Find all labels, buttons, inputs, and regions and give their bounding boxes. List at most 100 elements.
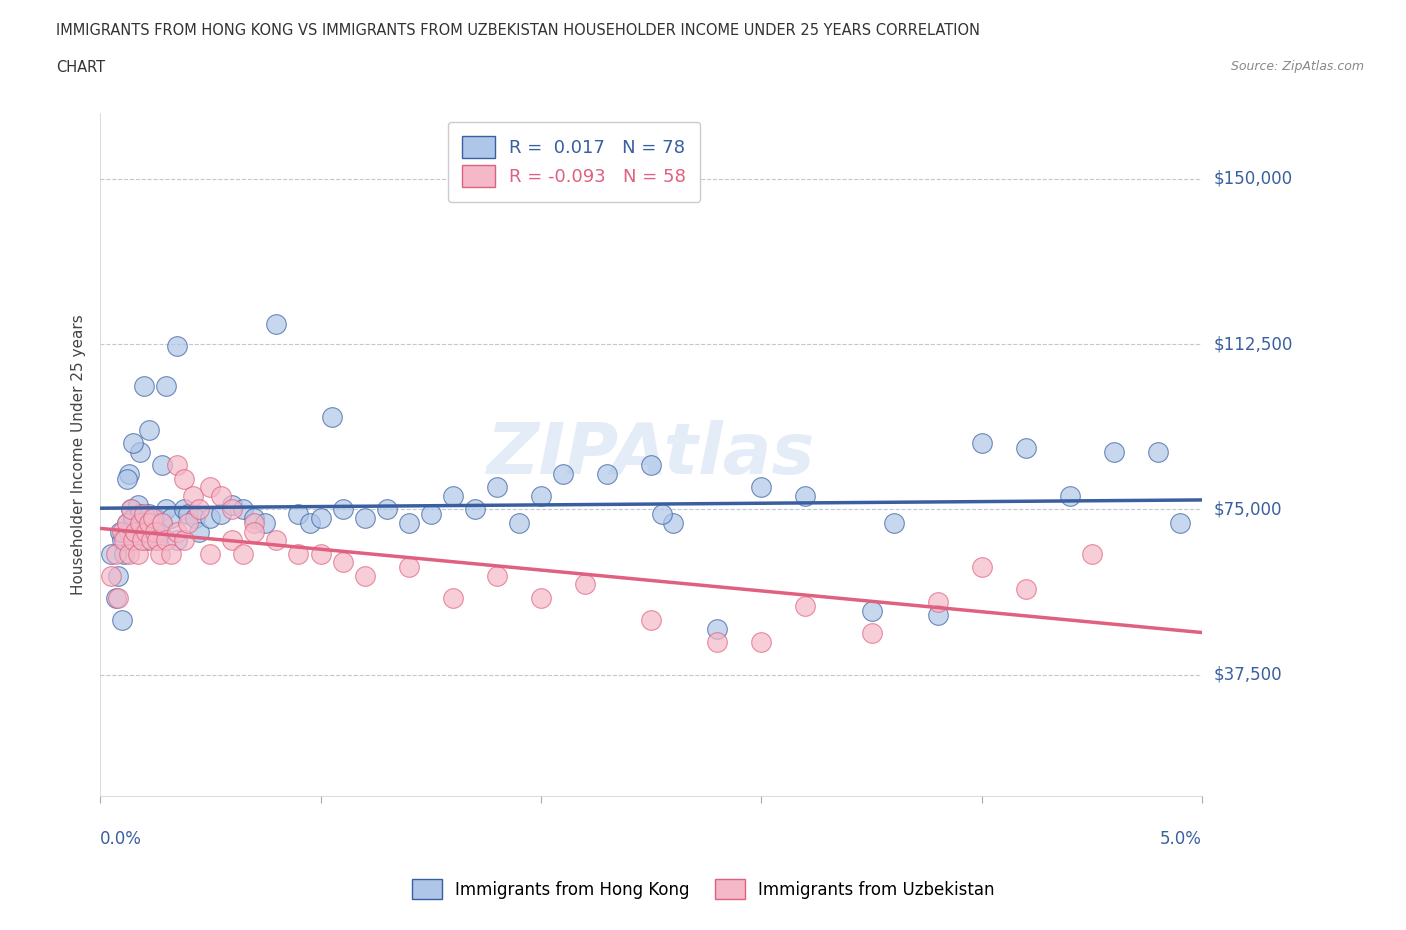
Point	[166, 525, 188, 539]
Point	[124, 525, 146, 539]
Point	[122, 533, 145, 548]
Point	[298, 515, 321, 530]
Point	[173, 472, 195, 486]
Text: ZIPAtlas: ZIPAtlas	[486, 419, 815, 489]
Point	[508, 515, 530, 530]
Point	[146, 533, 169, 548]
Point	[149, 525, 172, 539]
Point	[142, 525, 165, 539]
Point	[188, 502, 211, 517]
Point	[551, 467, 574, 482]
Point	[159, 511, 181, 525]
Point	[1102, 445, 1125, 459]
Point	[1015, 440, 1038, 455]
Point	[749, 634, 772, 649]
Point	[150, 515, 173, 530]
Text: CHART: CHART	[56, 60, 105, 75]
Point	[128, 515, 150, 530]
Point	[243, 511, 266, 525]
Point	[150, 458, 173, 472]
Point	[118, 467, 141, 482]
Point	[200, 480, 222, 495]
Point	[112, 546, 135, 561]
Point	[138, 507, 160, 522]
Point	[398, 515, 420, 530]
Point	[441, 591, 464, 605]
Point	[134, 379, 156, 393]
Point	[107, 591, 129, 605]
Point	[155, 502, 177, 517]
Point	[596, 467, 619, 482]
Point	[104, 591, 127, 605]
Text: 5.0%: 5.0%	[1160, 830, 1202, 848]
Point	[131, 515, 153, 530]
Point	[860, 626, 883, 641]
Point	[131, 533, 153, 548]
Text: $112,500: $112,500	[1213, 335, 1292, 353]
Point	[309, 546, 332, 561]
Legend: Immigrants from Hong Kong, Immigrants from Uzbekistan: Immigrants from Hong Kong, Immigrants fr…	[404, 870, 1002, 908]
Point	[254, 515, 277, 530]
Point	[927, 608, 949, 623]
Point	[115, 515, 138, 530]
Point	[209, 489, 232, 504]
Point	[651, 507, 673, 522]
Point	[100, 546, 122, 561]
Point	[927, 594, 949, 609]
Point	[122, 436, 145, 451]
Point	[138, 422, 160, 437]
Point	[134, 507, 156, 522]
Point	[128, 445, 150, 459]
Point	[970, 559, 993, 574]
Point	[108, 525, 131, 539]
Point	[794, 489, 817, 504]
Point	[135, 525, 157, 539]
Point	[662, 515, 685, 530]
Point	[353, 568, 375, 583]
Point	[200, 546, 222, 561]
Point	[1059, 489, 1081, 504]
Text: $75,000: $75,000	[1213, 500, 1282, 519]
Point	[100, 568, 122, 583]
Point	[860, 604, 883, 618]
Point	[177, 507, 200, 522]
Point	[166, 533, 188, 548]
Point	[118, 546, 141, 561]
Point	[309, 511, 332, 525]
Point	[375, 502, 398, 517]
Point	[232, 546, 254, 561]
Point	[530, 489, 553, 504]
Point	[1081, 546, 1104, 561]
Point	[1147, 445, 1170, 459]
Point	[184, 511, 207, 525]
Point	[1015, 581, 1038, 596]
Point	[155, 379, 177, 393]
Point	[970, 436, 993, 451]
Point	[221, 498, 243, 512]
Point	[640, 612, 662, 627]
Point	[122, 511, 145, 525]
Point	[243, 515, 266, 530]
Point	[266, 533, 288, 548]
Point	[118, 525, 141, 539]
Point	[166, 339, 188, 353]
Point	[177, 515, 200, 530]
Point	[574, 577, 596, 591]
Point	[749, 480, 772, 495]
Point	[332, 555, 354, 570]
Point	[166, 458, 188, 472]
Point	[107, 568, 129, 583]
Point	[155, 533, 177, 548]
Point	[134, 525, 156, 539]
Point	[173, 533, 195, 548]
Point	[188, 525, 211, 539]
Point	[794, 599, 817, 614]
Point	[243, 525, 266, 539]
Point	[353, 511, 375, 525]
Point	[883, 515, 905, 530]
Point	[146, 533, 169, 548]
Point	[419, 507, 441, 522]
Text: 0.0%: 0.0%	[100, 830, 142, 848]
Legend: R =  0.017   N = 78, R = -0.093   N = 58: R = 0.017 N = 78, R = -0.093 N = 58	[447, 122, 700, 202]
Point	[138, 515, 160, 530]
